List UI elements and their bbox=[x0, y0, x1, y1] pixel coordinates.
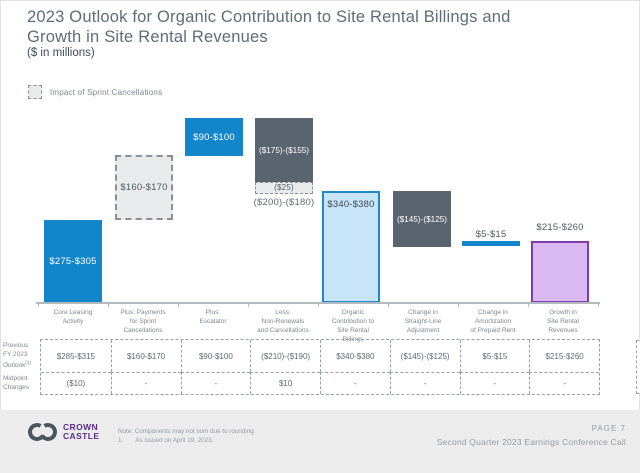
note-rounding: Note: Components may not sum due to roun… bbox=[118, 428, 254, 435]
bar-value-label: ($25) bbox=[274, 183, 294, 192]
logo-wordmark: CROWN CASTLE bbox=[63, 422, 100, 442]
footnotes: Note: Components may not sum due to roun… bbox=[118, 427, 254, 446]
axis-tick bbox=[38, 302, 39, 307]
table-cell: $10 bbox=[250, 372, 320, 394]
bar-value-label: $275-$305 bbox=[49, 256, 97, 267]
table-cell: $90-$100 bbox=[180, 340, 251, 372]
bar-organic-contribution: $340-$380 bbox=[322, 191, 380, 303]
crown-castle-logo: CROWN CASTLE bbox=[25, 421, 100, 444]
bar-value-label: $90-$100 bbox=[193, 131, 235, 143]
note-issued: 1. As issued on April 19, 2023. bbox=[118, 436, 254, 445]
category-label-straight-line: Change in Straight-Line Adjustment bbox=[404, 309, 442, 335]
axis-tick bbox=[178, 302, 179, 307]
table-row-previous-outlook: $285-$315 $160-$170 $90-$100 ($210)-($19… bbox=[41, 340, 599, 372]
table-cell: $215-$260 bbox=[529, 340, 599, 372]
axis-tick bbox=[318, 302, 319, 307]
page-info: PAGE 7 Second Quarter 2023 Earnings Conf… bbox=[437, 424, 626, 447]
table-cell: - bbox=[529, 372, 599, 394]
page-title: 2023 Outlook for Organic Contribution to… bbox=[27, 8, 511, 47]
axis-tick bbox=[248, 302, 249, 307]
bar-non-renewals-main: ($175)-($155) bbox=[255, 118, 313, 182]
bar-prepaid-rent bbox=[462, 241, 520, 246]
table-cell: - bbox=[110, 372, 181, 394]
category-label-escalator: Plus: Escalator bbox=[199, 309, 227, 326]
bar-sprint-payments: $160-$170 bbox=[115, 155, 173, 220]
bar-non-renewals-sprint-portion: ($25) bbox=[255, 182, 313, 194]
bar-value-label: ($175)-($155) bbox=[258, 145, 310, 155]
bar-total-label-non-renewals: ($200)-($180) bbox=[253, 197, 315, 208]
category-label-core-leasing: Core Leasing Activity bbox=[53, 309, 93, 326]
category-label-sprint-payments: Plus: Payments for Sprint Cancellations bbox=[120, 309, 166, 335]
table-cell: $285-$315 bbox=[56, 351, 95, 361]
bar-escalator: $90-$100 bbox=[185, 118, 243, 156]
axis-tick bbox=[388, 302, 389, 307]
table-cell: ($145)-($125) bbox=[389, 340, 460, 372]
category-label-growth-revenues: Growth in Site Rental Revenues bbox=[547, 309, 579, 335]
table-cell: ($10) bbox=[41, 372, 111, 394]
table-row-label-midpoint-changes: Midpoint Changes bbox=[3, 375, 30, 391]
note-number: 1. bbox=[118, 437, 124, 445]
table-cell: $340-$380 bbox=[320, 340, 390, 372]
event-title: Second Quarter 2023 Earnings Conference … bbox=[436, 437, 626, 447]
footnote-marker: (1) bbox=[25, 359, 31, 365]
category-label-non-renewals: Less: Non-Renewals and Cancellations bbox=[257, 309, 309, 335]
bar-value-label: $340-$380 bbox=[327, 199, 375, 210]
page-number: PAGE 7 bbox=[591, 424, 626, 433]
bar-value-label-prepaid-rent: $5-$15 bbox=[475, 229, 507, 240]
table-cell: - bbox=[320, 372, 390, 394]
legend-label: Impact of Sprint Cancellations bbox=[50, 87, 163, 97]
table-cell: - bbox=[180, 372, 251, 394]
outlook-table: $285-$315 $160-$170 $90-$100 ($210)-($19… bbox=[40, 339, 600, 395]
axis-tick bbox=[528, 302, 529, 307]
category-label-prepaid-rent: Change in Amortization of Prepaid Rent bbox=[470, 309, 516, 335]
table-row-midpoint-changes: ($10) - - $10 - - - - bbox=[41, 372, 599, 394]
axis-tick bbox=[458, 302, 459, 307]
bar-growth-revenues bbox=[531, 241, 589, 303]
table-cell: ($210)-($190) bbox=[250, 340, 320, 372]
table-cell: - bbox=[459, 372, 530, 394]
footer-bar: CROWN CASTLE Note: Components may not sum… bbox=[0, 410, 640, 473]
sprint-dashed-swatch-icon bbox=[28, 85, 42, 99]
bar-value-label: $160-$170 bbox=[120, 182, 168, 193]
bar-core-leasing: $275-$305 bbox=[44, 220, 102, 303]
bar-straight-line: ($145)-($125) bbox=[393, 191, 451, 247]
table-cell: $5-$15 bbox=[459, 340, 530, 372]
axis-tick bbox=[108, 302, 109, 307]
legend: Impact of Sprint Cancellations bbox=[28, 85, 162, 99]
table-cell: - bbox=[389, 372, 460, 394]
bar-value-label: ($145)-($125) bbox=[396, 214, 448, 224]
table-cell: $160-$170 bbox=[110, 340, 181, 372]
bar-value-label-growth-revenues: $215-$260 bbox=[536, 222, 584, 233]
axis-tick bbox=[598, 302, 599, 307]
table-row-label-previous-outlook: Previous FY 2023 Outlook(1) bbox=[3, 342, 31, 369]
note-text: As issued on April 19, 2023. bbox=[135, 437, 214, 445]
table-edge-fragment bbox=[636, 340, 640, 394]
units-subtitle: ($ in millions) bbox=[27, 47, 95, 59]
